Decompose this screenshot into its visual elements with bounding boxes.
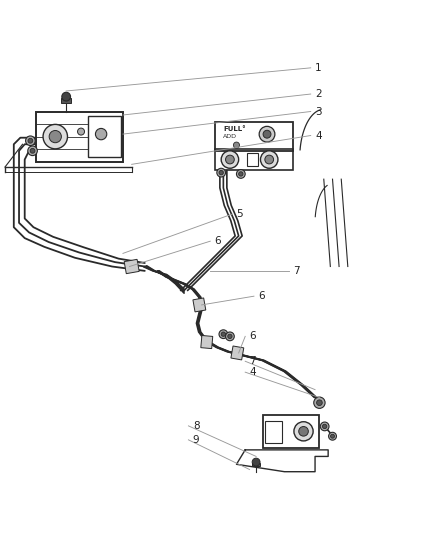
- Text: 6: 6: [258, 291, 265, 301]
- Text: 5: 5: [237, 209, 243, 219]
- Text: 2: 2: [315, 89, 321, 99]
- Bar: [263, 415, 319, 448]
- Circle shape: [28, 139, 33, 143]
- Circle shape: [228, 334, 232, 338]
- Bar: [88, 116, 121, 157]
- Text: 7: 7: [293, 266, 300, 276]
- Circle shape: [78, 128, 85, 135]
- Text: 9: 9: [193, 435, 199, 445]
- Bar: [265, 422, 283, 443]
- Circle shape: [226, 155, 234, 164]
- Bar: [215, 123, 293, 151]
- Circle shape: [226, 332, 234, 341]
- Bar: [231, 346, 244, 360]
- Circle shape: [239, 172, 243, 176]
- Circle shape: [217, 168, 226, 177]
- Circle shape: [265, 155, 274, 164]
- Circle shape: [252, 458, 260, 466]
- Circle shape: [261, 151, 278, 168]
- Circle shape: [43, 124, 67, 149]
- Text: 7: 7: [250, 356, 256, 366]
- Circle shape: [294, 422, 313, 441]
- Text: ADD: ADD: [223, 134, 237, 139]
- Circle shape: [320, 422, 329, 431]
- Text: 8: 8: [193, 421, 199, 431]
- Circle shape: [30, 148, 35, 153]
- Bar: [35, 111, 123, 161]
- Circle shape: [331, 434, 335, 438]
- Bar: [193, 298, 206, 312]
- Circle shape: [25, 136, 35, 146]
- Text: 6: 6: [250, 332, 256, 341]
- Circle shape: [219, 330, 228, 338]
- Circle shape: [237, 169, 245, 179]
- Circle shape: [299, 426, 308, 436]
- Circle shape: [219, 171, 223, 175]
- Circle shape: [263, 130, 271, 138]
- Text: 4: 4: [250, 367, 256, 377]
- Bar: [124, 260, 139, 273]
- Bar: [215, 149, 293, 171]
- Circle shape: [317, 400, 322, 406]
- Bar: [247, 153, 258, 166]
- Bar: [61, 99, 71, 103]
- Circle shape: [221, 332, 226, 336]
- Text: 3: 3: [315, 107, 321, 117]
- Circle shape: [328, 432, 336, 440]
- Circle shape: [28, 146, 37, 156]
- Circle shape: [259, 126, 275, 142]
- Circle shape: [62, 92, 71, 101]
- Text: 4: 4: [315, 131, 321, 141]
- Circle shape: [49, 131, 61, 143]
- Circle shape: [314, 397, 325, 408]
- Bar: [252, 463, 261, 466]
- Circle shape: [322, 424, 327, 429]
- Circle shape: [233, 142, 240, 148]
- Text: 6: 6: [215, 236, 221, 246]
- Circle shape: [221, 151, 239, 168]
- Text: FULL°: FULL°: [223, 126, 246, 132]
- Circle shape: [95, 128, 107, 140]
- Text: 1: 1: [315, 63, 321, 73]
- Bar: [201, 335, 213, 349]
